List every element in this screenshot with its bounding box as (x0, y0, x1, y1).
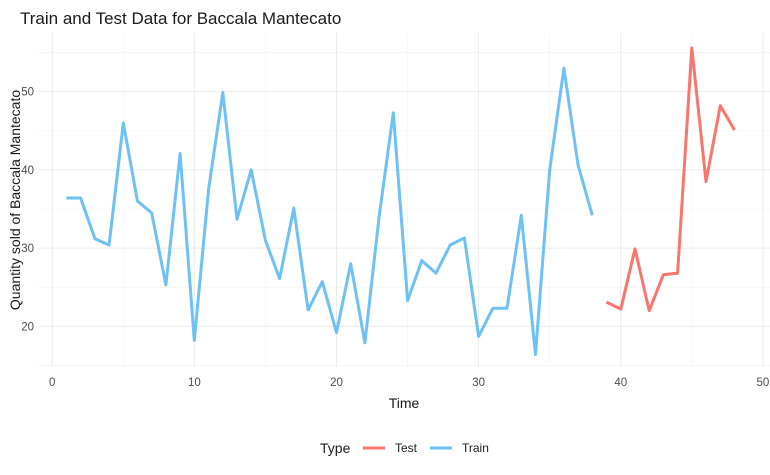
x-tick-label: 20 (330, 377, 343, 389)
legend-title: Type (320, 440, 351, 456)
chart-title: Train and Test Data for Baccala Mantecat… (20, 9, 341, 28)
legend: Type Test Train (320, 440, 489, 456)
x-axis-ticks: 0 10 20 30 40 50 (49, 377, 769, 389)
y-axis-title: Quantity sold of Baccala Mantecato (7, 90, 23, 310)
legend-label-test: Test (395, 441, 418, 455)
series-line-train (66, 66, 594, 356)
x-tick-label: 10 (188, 377, 201, 389)
x-tick-label: 50 (756, 377, 769, 389)
x-tick-label: 30 (472, 377, 485, 389)
series-layer (66, 46, 736, 356)
legend-label-train: Train (462, 441, 489, 455)
y-tick-label: 40 (21, 165, 34, 177)
x-axis-title: Time (389, 395, 420, 411)
series-line-test (605, 46, 736, 313)
y-axis-ticks: 20 30 40 50 (21, 87, 34, 334)
y-tick-label: 30 (21, 243, 34, 255)
x-tick-label: 40 (614, 377, 627, 389)
y-tick-label: 50 (21, 87, 34, 99)
y-tick-label: 20 (21, 321, 34, 333)
x-tick-label: 0 (49, 377, 55, 389)
grid (38, 33, 770, 367)
